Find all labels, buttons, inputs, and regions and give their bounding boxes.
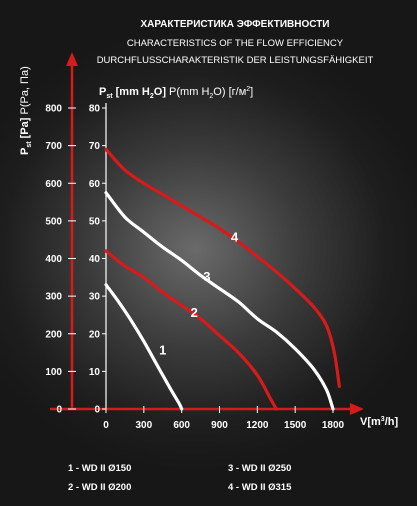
- x-axis-arrow: [349, 403, 364, 415]
- y-tick-label-mm: 10: [89, 367, 101, 378]
- series-line-2: [104, 249, 278, 411]
- y-tick-label-pa: 300: [45, 292, 62, 303]
- series-line-1: [104, 283, 184, 411]
- y-tick-label-pa: 500: [45, 216, 62, 227]
- series-line-4: [104, 147, 341, 388]
- y-tick-label-pa: 100: [45, 367, 62, 378]
- y-tick-label-pa: 400: [45, 254, 62, 265]
- y-tick-label-pa: 600: [45, 179, 62, 190]
- x-tick-label: 900: [211, 420, 228, 431]
- series-line-3: [104, 191, 335, 411]
- x-tick-label: 300: [135, 420, 152, 431]
- y-tick-label-pa: 0: [56, 405, 62, 416]
- xlabel: V[m3/h]: [360, 416, 398, 428]
- y-tick-label-mm: 0: [94, 405, 100, 416]
- y-tick-label-mm: 30: [89, 292, 101, 303]
- series-label-4: 4: [231, 230, 239, 245]
- legend-item-3: 3 - WD II Ø250: [228, 463, 291, 474]
- y-axis-pa-arrow: [66, 52, 78, 66]
- y-tick-label-mm: 20: [89, 329, 101, 340]
- legend-item-2: 2 - WD II Ø200: [68, 482, 131, 493]
- x-tick-label: 1500: [284, 420, 307, 431]
- chart-title: ХАРАКТЕРИСТИКА ЭФФЕКТИВНОСТИ: [141, 19, 330, 30]
- y-tick-label-pa: 700: [45, 141, 62, 152]
- ylabel-pa: Pst [Pa] P(Pa, Па): [19, 66, 33, 155]
- x-tick-label: 0: [103, 420, 109, 431]
- series-label-1: 1: [159, 342, 166, 357]
- series-label-2: 2: [191, 305, 198, 320]
- y-tick-label-mm: 50: [89, 216, 101, 227]
- ylabel-mm-h2o: Pst [mm H2O] P(mm H2O) [г/м2]: [99, 86, 253, 100]
- x-tick-label: 1800: [322, 420, 345, 431]
- chart-subtitle-de: DURCHFLUSSCHARAKTERISTIK DER LEISTUNGSFÄ…: [97, 55, 374, 66]
- y-tick-label-mm: 80: [89, 104, 101, 115]
- y-tick-label-pa: 800: [45, 104, 62, 115]
- legend-item-1: 1 - WD II Ø150: [68, 463, 131, 474]
- chart-subtitle-en: CHARACTERISTICS OF THE FLOW EFFICIENCY: [127, 38, 344, 49]
- x-tick-label: 1200: [246, 420, 269, 431]
- y-tick-label-pa: 200: [45, 329, 62, 340]
- y-tick-label-mm: 70: [89, 141, 101, 152]
- y-tick-label-mm: 40: [89, 254, 101, 265]
- y-tick-label-mm: 60: [89, 179, 101, 190]
- legend-item-4: 4 - WD II Ø315: [228, 482, 292, 493]
- x-tick-label: 600: [173, 420, 190, 431]
- series-label-3: 3: [203, 269, 210, 284]
